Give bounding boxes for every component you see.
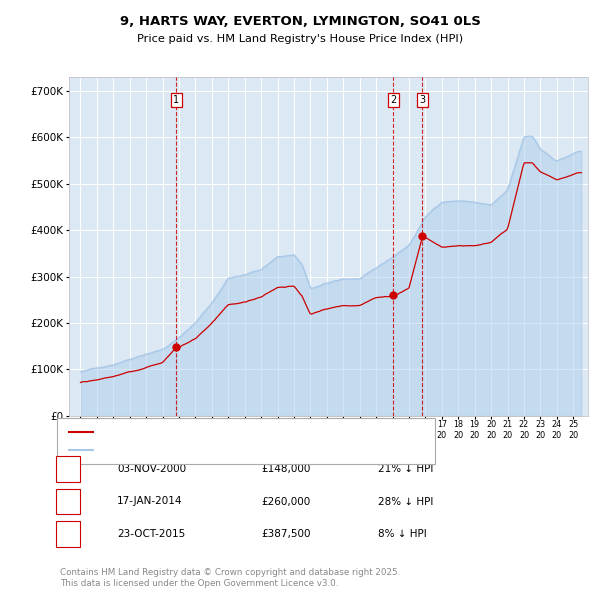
Text: 3: 3 <box>65 529 72 539</box>
Text: 1: 1 <box>173 95 179 105</box>
Text: 2: 2 <box>390 95 397 105</box>
Text: Price paid vs. HM Land Registry's House Price Index (HPI): Price paid vs. HM Land Registry's House … <box>137 34 463 44</box>
Text: 1: 1 <box>65 464 72 474</box>
Text: 9, HARTS WAY, EVERTON, LYMINGTON, SO41 0LS (detached house): 9, HARTS WAY, EVERTON, LYMINGTON, SO41 0… <box>97 428 423 438</box>
Text: 28% ↓ HPI: 28% ↓ HPI <box>378 497 433 506</box>
Text: £387,500: £387,500 <box>261 529 311 539</box>
Text: 8% ↓ HPI: 8% ↓ HPI <box>378 529 427 539</box>
Text: 9, HARTS WAY, EVERTON, LYMINGTON, SO41 0LS: 9, HARTS WAY, EVERTON, LYMINGTON, SO41 0… <box>119 15 481 28</box>
Text: HPI: Average price, detached house, New Forest: HPI: Average price, detached house, New … <box>97 445 332 455</box>
Text: 2: 2 <box>65 497 72 506</box>
Text: 17-JAN-2014: 17-JAN-2014 <box>117 497 182 506</box>
Text: 3: 3 <box>419 95 425 105</box>
Text: 21% ↓ HPI: 21% ↓ HPI <box>378 464 433 474</box>
Text: £148,000: £148,000 <box>261 464 310 474</box>
Text: Contains HM Land Registry data © Crown copyright and database right 2025.
This d: Contains HM Land Registry data © Crown c… <box>60 568 400 588</box>
Text: £260,000: £260,000 <box>261 497 310 506</box>
Text: 23-OCT-2015: 23-OCT-2015 <box>117 529 185 539</box>
Text: 03-NOV-2000: 03-NOV-2000 <box>117 464 186 474</box>
